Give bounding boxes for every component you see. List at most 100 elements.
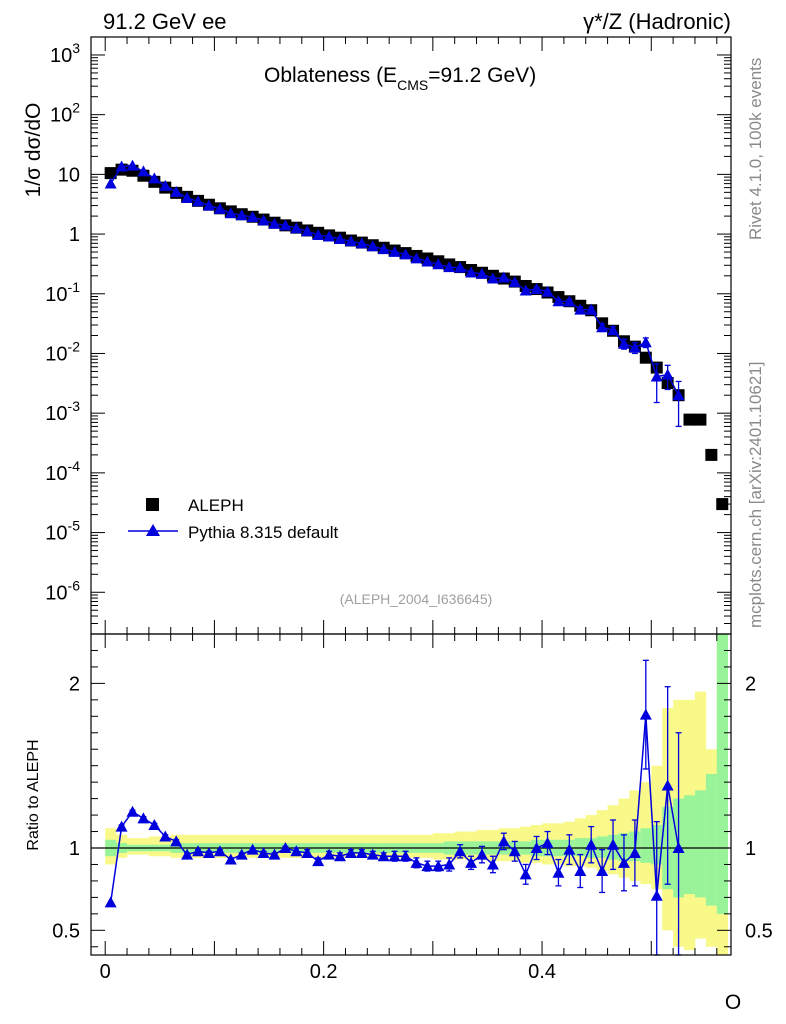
pythia-ratio-point	[541, 837, 554, 849]
pythia-ratio-point	[213, 845, 226, 857]
pythia-ratio-point	[497, 835, 510, 847]
y-tick-label: 10-1	[45, 279, 80, 306]
band-inner-bin	[684, 795, 696, 895]
pythia-point	[399, 248, 412, 260]
pythia-ratio-point	[115, 820, 128, 832]
pythia-point	[192, 195, 205, 207]
top-panel-plot	[104, 159, 729, 511]
pythia-point	[159, 179, 172, 191]
pythia-ratio-point	[192, 845, 205, 857]
legend-marker-pythia	[146, 524, 160, 536]
pythia-ratio-point	[235, 848, 248, 860]
pythia-ratio-point	[628, 846, 641, 858]
pythia-point	[585, 303, 598, 315]
pythia-point	[497, 271, 510, 283]
top-ylabel: 1/σ dσ/dO	[22, 103, 45, 198]
y-tick-label: 10-3	[45, 398, 80, 425]
pythia-ratio-point	[224, 853, 237, 865]
pythia-ratio-point	[159, 830, 172, 842]
y-tick-label: 10-6	[45, 577, 80, 604]
pythia-ratio-point	[312, 855, 325, 867]
pythia-point	[432, 258, 445, 270]
x-tick-label: 0.4	[528, 961, 556, 983]
pythia-ratio-point	[377, 850, 390, 862]
pythia-point	[508, 276, 521, 288]
x-axis-label: O	[725, 991, 741, 1014]
aleph-point	[683, 413, 696, 426]
pythia-ratio-point	[519, 868, 532, 880]
pythia-point	[257, 214, 270, 226]
pythia-ratio-point	[432, 860, 445, 872]
rivet-label: Rivet 4.1.0, 100k events	[746, 58, 765, 240]
pythia-point	[115, 160, 128, 172]
pythia-point	[443, 261, 456, 273]
pythia-ratio-point	[388, 850, 401, 862]
pythia-point	[639, 336, 652, 348]
pythia-ratio-point	[617, 856, 630, 868]
pythia-point	[235, 209, 248, 221]
pythia-ratio-point	[639, 708, 652, 720]
pythia-ratio-point	[301, 846, 314, 858]
pythia-point	[213, 202, 226, 214]
pythia-point	[246, 211, 259, 223]
pythia-point	[465, 266, 478, 278]
pythia-ratio-point	[290, 845, 303, 857]
pythia-ratio-point	[508, 845, 521, 857]
pythia-point	[628, 341, 641, 353]
pythia-ratio-point	[257, 846, 270, 858]
pythia-ratio-point	[443, 858, 456, 870]
pythia-point	[148, 172, 161, 184]
ratio-y-tick-label-right: 0.5	[745, 920, 773, 942]
top-panel-frame	[90, 36, 732, 635]
band-inner-bin	[694, 790, 707, 898]
pythia-ratio-point	[596, 865, 609, 877]
aleph-point	[104, 167, 117, 180]
pythia-point	[290, 222, 303, 234]
ratio-y-tick-label-right: 1	[745, 838, 756, 860]
aleph-point	[694, 413, 707, 426]
legend-marker-aleph	[146, 498, 159, 511]
header-left: 91.2 GeV ee	[103, 9, 227, 34]
header-right: γ*/Z (Hadronic)	[583, 9, 731, 34]
pythia-ratio-point	[672, 842, 685, 853]
pythia-ratio-point	[585, 838, 598, 850]
analysis-tag: (ALEPH_2004_I636645)	[340, 591, 493, 607]
y-tick-label: 102	[50, 100, 80, 127]
band-inner-bin	[716, 634, 729, 914]
pythia-point	[279, 219, 292, 231]
pythia-ratio-point	[148, 818, 161, 830]
pythia-point	[617, 337, 630, 349]
pythia-point	[661, 368, 674, 380]
ratio-ylabel: Ratio to ALEPH	[25, 739, 42, 850]
pythia-point	[301, 225, 314, 237]
y-tick-label: 10-5	[45, 518, 80, 545]
pythia-ratio-point	[530, 842, 543, 853]
pythia-ratio-point	[410, 856, 423, 868]
pythia-point	[170, 185, 183, 197]
ratio-panel-plot	[91, 634, 731, 956]
pythia-ratio-point	[334, 850, 347, 862]
legend-label-pythia: Pythia 8.315 default	[188, 523, 339, 542]
pythia-point	[596, 321, 609, 333]
pythia-point	[607, 324, 620, 336]
pythia-ratio-point	[486, 858, 499, 870]
pythia-ratio-point	[552, 866, 565, 878]
y-tick-label: 1	[69, 224, 80, 246]
pythia-ratio-point	[355, 846, 368, 858]
pythia-point	[552, 295, 565, 307]
pythia-point	[388, 245, 401, 257]
pythia-ratio-point	[246, 843, 259, 855]
band-inner-bin	[574, 838, 587, 857]
band-inner-bin	[640, 828, 652, 863]
pythia-point	[268, 217, 281, 229]
pythia-ratio-point	[421, 860, 434, 872]
pythia-point	[650, 370, 663, 382]
band-inner-bin	[705, 773, 718, 906]
legend-label-aleph: ALEPH	[188, 496, 244, 515]
ratio-y-tick-label: 2	[69, 673, 80, 695]
aleph-point	[639, 351, 652, 364]
pythia-ratio-point	[454, 845, 467, 857]
y-tick-label: 10-2	[45, 338, 80, 365]
pythia-point	[475, 267, 488, 279]
